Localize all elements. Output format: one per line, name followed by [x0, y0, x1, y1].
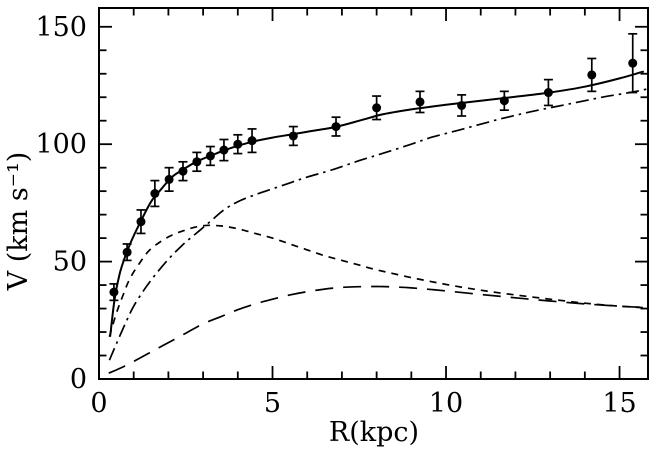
data-point [499, 90, 509, 111]
data-point [587, 57, 597, 93]
data-point-marker [247, 136, 257, 146]
data-point [164, 166, 174, 193]
series-longdash-component [108, 285, 648, 374]
x-tick-label: 5 [264, 388, 281, 419]
data-point-marker [150, 189, 160, 198]
data-point [192, 151, 202, 173]
y-axis-label: V (km s⁻¹) [3, 152, 34, 292]
plot-frame [98, 7, 649, 380]
data-point-marker [587, 70, 597, 80]
axes-box [98, 7, 649, 380]
data-point [122, 243, 132, 262]
x-tick-label: 0 [90, 388, 107, 419]
data-point-marker [233, 139, 243, 149]
data-point-marker [331, 122, 341, 132]
data-point [205, 145, 215, 167]
data-point-marker [205, 151, 215, 161]
data-point-marker [288, 131, 298, 141]
axis-ticks [98, 8, 648, 380]
data-point [233, 133, 243, 155]
data-point-marker [109, 287, 119, 297]
data-point [288, 125, 298, 147]
data-point [331, 116, 341, 137]
data-point-marker [136, 217, 146, 227]
data-point [543, 78, 553, 107]
data-point-marker [122, 247, 132, 257]
data-point [247, 128, 257, 154]
observed-data-points [109, 32, 638, 302]
data-point-marker [192, 157, 202, 167]
data-point [136, 209, 146, 235]
data-point-marker [164, 174, 174, 184]
data-point-marker [178, 166, 188, 176]
data-point-marker [219, 145, 229, 155]
data-point [109, 283, 119, 302]
data-point-marker [457, 100, 467, 110]
data-point [178, 160, 188, 182]
x-axis-label: R(kpc) [329, 417, 419, 448]
data-point [415, 90, 425, 114]
y-tick-label: 0 [70, 364, 87, 395]
data-point [628, 32, 638, 94]
data-point [372, 95, 382, 121]
data-point-marker [372, 103, 382, 113]
y-tick-label: 150 [35, 12, 87, 43]
data-point-marker [499, 96, 509, 106]
data-point [219, 138, 229, 162]
data-point-marker [415, 97, 425, 107]
x-tick-label: 10 [429, 388, 463, 419]
series-dashdot-component [108, 88, 648, 361]
data-point [150, 179, 160, 208]
data-point [457, 94, 467, 117]
y-tick-label: 100 [35, 129, 87, 160]
y-tick-label: 50 [53, 247, 87, 278]
series-shortdash-component [108, 224, 648, 337]
data-point-marker [543, 88, 553, 98]
data-point-marker [628, 58, 638, 68]
model-curves [108, 70, 648, 374]
x-tick-label: 15 [602, 388, 636, 419]
